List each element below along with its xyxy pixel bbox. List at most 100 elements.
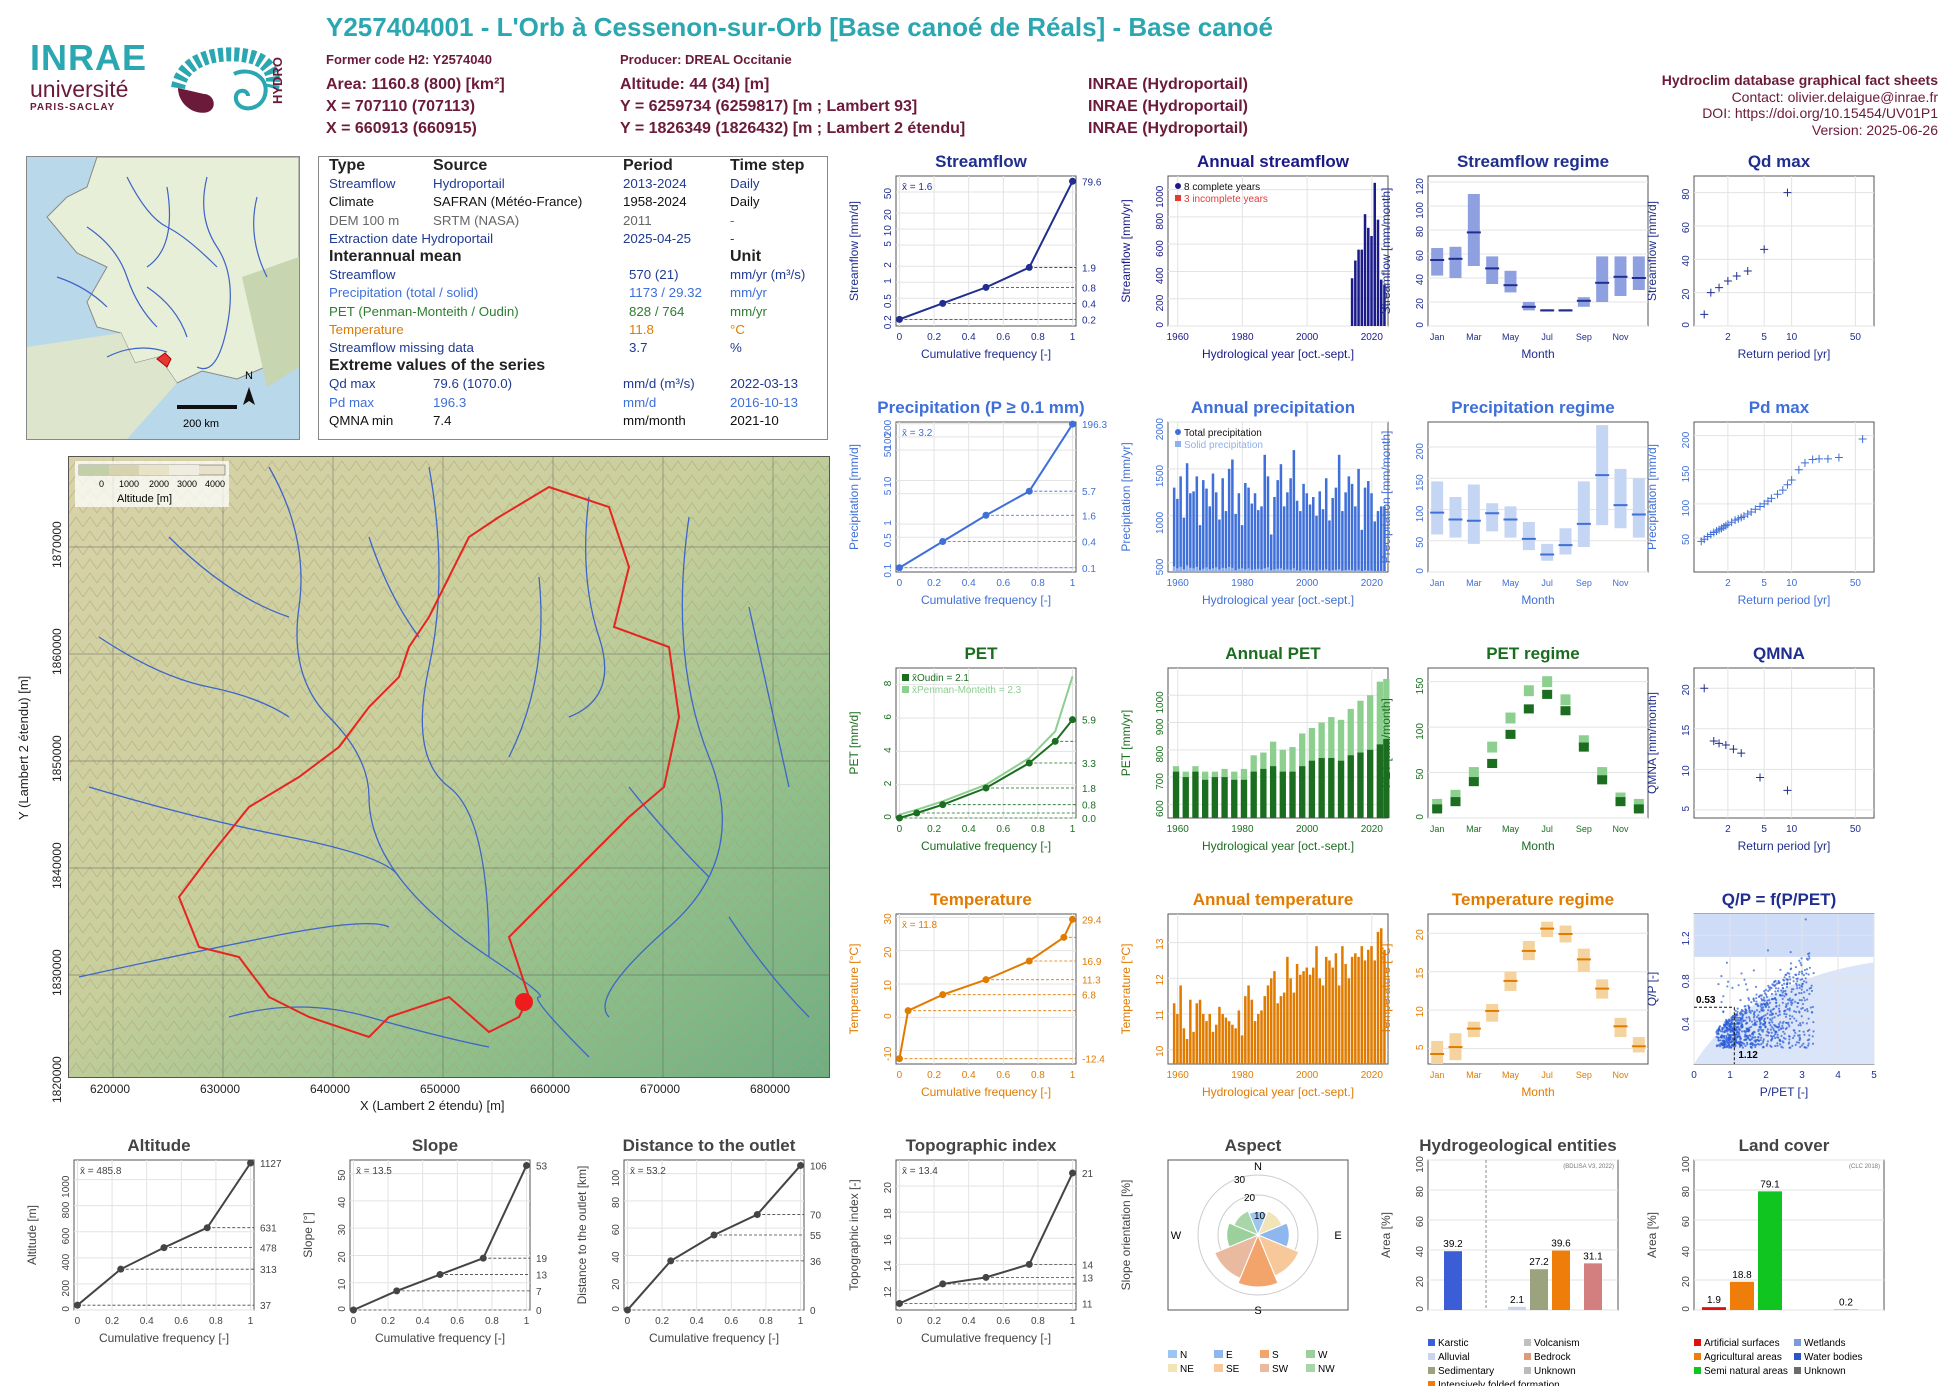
bar-solid (1266, 567, 1270, 572)
x-tick-label: 0.4 (140, 1316, 154, 1327)
qp-point (1778, 1004, 1781, 1007)
qp-point (1730, 1016, 1733, 1019)
qp-point (1789, 951, 1792, 954)
qp-point (1799, 1022, 1802, 1025)
alt-legend-tick: 3000 (177, 479, 197, 489)
x-tick-label: 0 (351, 1316, 357, 1327)
y-tick-label: 12 (883, 1286, 894, 1298)
qp-point (1755, 1000, 1758, 1003)
y-tick-label: 20 (337, 1251, 348, 1263)
row-type: Streamflow (329, 176, 396, 192)
overview-map: 200 km N (26, 156, 300, 440)
qp-point (1777, 1007, 1781, 1010)
regime-box (1523, 685, 1534, 697)
regime-box (1431, 481, 1444, 535)
qp-point (1807, 973, 1810, 976)
bar (1350, 956, 1354, 1064)
bar-solid (1282, 569, 1286, 572)
qp-point (1719, 1039, 1722, 1042)
bar (1250, 999, 1254, 1064)
qp-point (1729, 1030, 1732, 1034)
qp-point (1790, 1021, 1794, 1024)
fdc-point (1051, 737, 1059, 745)
x-axis-label: Return period [yr] (1738, 347, 1831, 361)
qp-point (1743, 978, 1746, 981)
y-tick-label: 700 (1155, 773, 1166, 790)
quantile-label: 1.6 (1082, 511, 1096, 522)
bar (1289, 478, 1292, 572)
source-note: (CLC 2018) (1849, 1164, 1880, 1170)
bar (1198, 525, 1202, 572)
overview-scale-label: 200 km (183, 418, 219, 430)
mean-unit: % (730, 340, 742, 356)
bar (1198, 999, 1202, 1064)
qp-point (1788, 982, 1792, 985)
qp-point (1788, 1038, 1791, 1041)
x-tick-label: 0 (897, 332, 903, 343)
y-tick-label: 0 (883, 1013, 894, 1019)
x-tick-label: 1960 (1167, 332, 1190, 343)
month-tick-label: Jan (1430, 578, 1445, 588)
qp-point (1799, 1024, 1802, 1027)
qp-point (1801, 1006, 1804, 1010)
mean-unit: °C (730, 321, 745, 337)
mean-unit: mm/yr (730, 303, 767, 319)
qp-point (1774, 997, 1777, 1000)
quantile-label: 6.8 (1082, 991, 1096, 1002)
qp-point (1720, 1035, 1723, 1038)
bar (1331, 497, 1334, 572)
contact: Contact: olivier.delaigue@inrae.fr (1731, 88, 1938, 105)
inrae-wordmark: INRAE (30, 37, 148, 78)
bar-solid (1224, 568, 1228, 572)
qp-point (1781, 1040, 1784, 1043)
qp-point (1786, 998, 1790, 1001)
bar (1237, 1010, 1241, 1064)
qp-point (1737, 1040, 1740, 1043)
data-point (1719, 523, 1728, 531)
qp-point (1802, 996, 1805, 999)
landcover-panel: Land cover Area [%] 0 20 40 60 80 100 1.9 18.8 79.… (1644, 1136, 1904, 1377)
x-tick-label: 0.6 (996, 1070, 1010, 1081)
temp-chart: Temperature Temperature [°C] Cumulative fr… (847, 890, 1105, 1099)
qp-point (1751, 1044, 1754, 1047)
qp-point (1808, 957, 1811, 960)
bar (1218, 519, 1221, 572)
legend-label: E (1226, 1350, 1233, 1361)
bar (1195, 1003, 1199, 1064)
qp-point (1753, 1019, 1756, 1022)
qp-point (1774, 1036, 1777, 1040)
qp-point (1750, 1009, 1754, 1012)
x-axis-label: Hydrological year [oct.-sept.] (1202, 347, 1354, 361)
qp-point (1762, 1014, 1765, 1018)
plot-frame (895, 913, 1077, 1065)
quantile-label: 36 (810, 1257, 822, 1268)
qp-point (1796, 1001, 1799, 1005)
y-tick-label: 5 (1681, 805, 1692, 811)
qp-point (1810, 1011, 1814, 1014)
qp-point (1781, 997, 1784, 1000)
qp-point (1723, 1024, 1726, 1027)
qp-point (1770, 1039, 1773, 1042)
bar-solid (1318, 569, 1322, 572)
y-tick-label: 900 (1155, 718, 1166, 735)
qp-point (1788, 1009, 1791, 1012)
bar (1299, 511, 1302, 572)
qp-point (1731, 1044, 1734, 1047)
qp-point (1773, 984, 1776, 988)
x-tick-label: 0.8 (1031, 332, 1045, 343)
qp-point (1764, 988, 1768, 991)
mean-label: x̄ = 13.4 (902, 1166, 938, 1177)
qp-point (1756, 1042, 1759, 1046)
bar (1363, 487, 1367, 572)
legend-label: SE (1226, 1364, 1240, 1375)
qp-point (1798, 986, 1801, 989)
bar (1379, 279, 1383, 326)
qp-point (1761, 1003, 1764, 1006)
pet-panel: PET PET [mm/d] Cumulative frequency [-] 0 2 4… (846, 644, 1096, 861)
qp-point (1794, 1031, 1797, 1035)
legend-swatch (1694, 1353, 1701, 1360)
month-tick-label: Jul (1541, 824, 1553, 834)
qp-point (1793, 1017, 1796, 1020)
regime-box (1487, 741, 1498, 753)
y-tick-label: 150 (1415, 474, 1426, 491)
